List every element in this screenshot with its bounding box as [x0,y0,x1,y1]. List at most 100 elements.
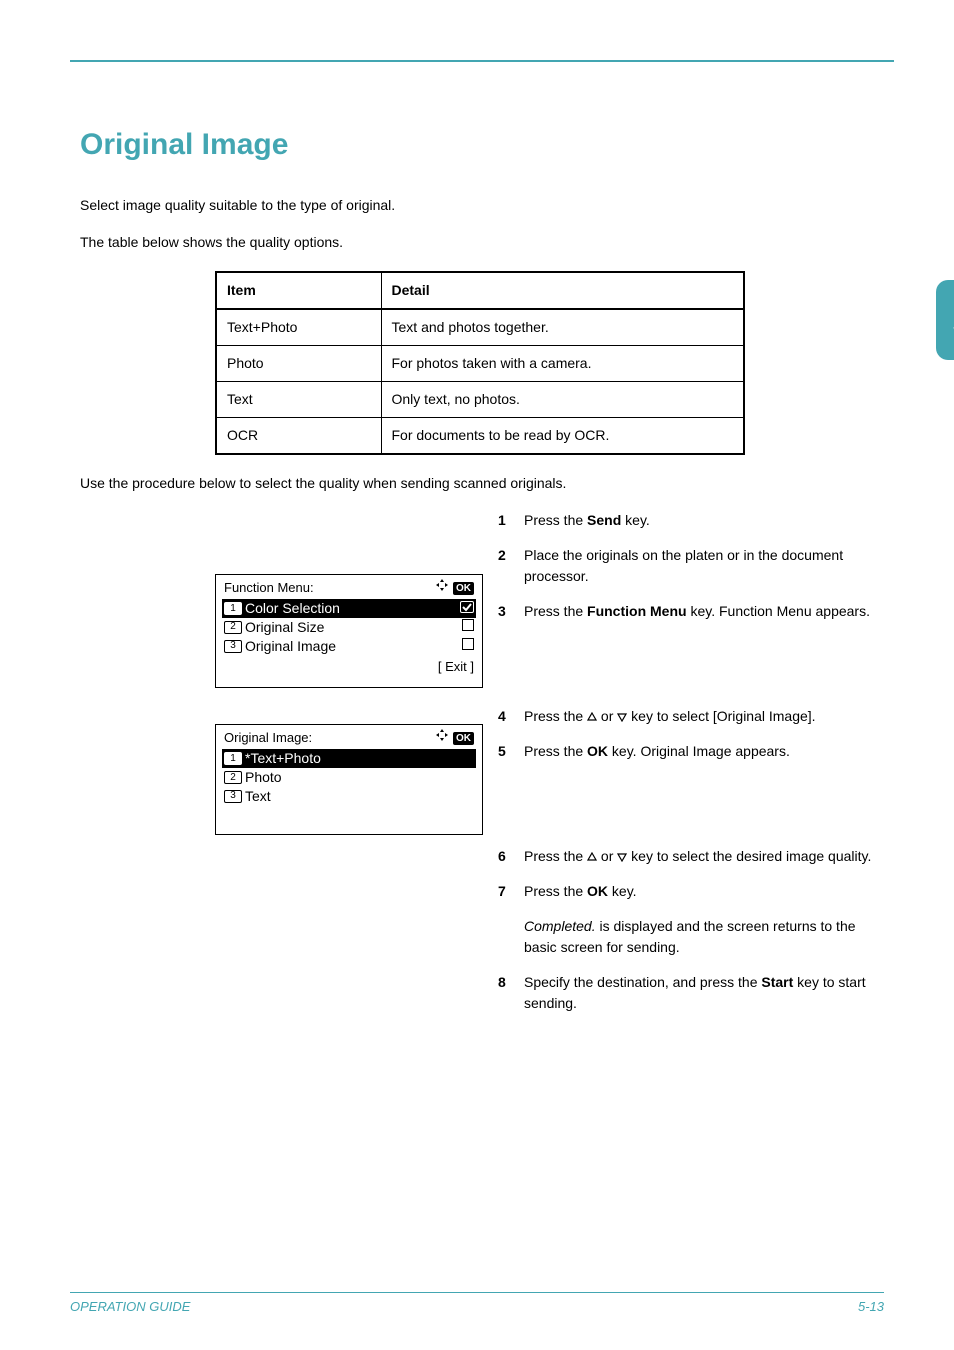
lcd-row: 3Original Image [224,637,474,656]
ok-icon: OK [453,582,474,596]
step-text-run: Specify the destination, and press the [524,974,761,990]
lcd-row-label: *Text+Photo [245,749,474,768]
step-text: Press the OK key. [524,881,884,902]
steps-column: 1Press the Send key.2Place the originals… [498,510,884,1014]
table-row: PhotoFor photos taken with a camera. [216,346,744,382]
step-number: 7 [498,881,524,902]
step-number: 4 [498,706,524,727]
lcd-row-label: Photo [245,768,474,787]
triangle-up-icon [587,708,597,724]
step-text-run: or [597,708,617,724]
table-row: OCRFor documents to be read by OCR. [216,418,744,455]
step-text-run: Function Menu [587,603,687,619]
lcd-title: Original Image: [224,729,312,747]
step-text-run: Place the originals on the platen or in … [524,547,843,584]
step-text: Press the OK key. Original Image appears… [524,741,884,762]
step-text-run: OK [587,883,608,899]
lcd-exit-label: [ Exit ] [224,658,474,676]
table-cell: OCR [216,418,381,455]
step-spacer [498,776,884,846]
step-number: 3 [498,601,524,622]
lcd-panel-originalimage: Original Image: OK1*Text+Photo2Photo3Tex… [215,724,483,835]
triangle-up-icon [587,848,597,864]
triangle-down-icon [617,708,627,724]
step-number: 8 [498,972,524,1014]
table-header-row: Item Detail [216,272,744,309]
lcd-panel-functionmenu: Function Menu: OK1Color Selection2Origin… [215,574,483,688]
quality-table: Item Detail Text+PhotoText and photos to… [215,271,745,455]
table-header: Item [216,272,381,309]
table-row: TextOnly text, no photos. [216,382,744,418]
lcd-row: 2Original Size [224,618,474,637]
step-text-run: Send [587,512,621,528]
lcd-row-label: Color Selection [245,599,460,618]
step-text-run: Press the [524,848,587,864]
procedure-step: 8Specify the destination, and press the … [498,972,884,1014]
lcd-column: Function Menu: OK1Color Selection2Origin… [215,574,485,871]
nav-arrows-icon [435,578,449,592]
step-text-run: key. [621,512,650,528]
step-text-run: key to select the desired image quality. [627,848,871,864]
after-table-text: Use the procedure below to select the qu… [80,473,884,494]
step-number: 2 [498,545,524,587]
table-cell: Text and photos together. [381,309,744,346]
step-number: 6 [498,846,524,867]
step-text-run: Completed. [524,918,596,934]
step-text-run: Press the [524,512,587,528]
procedure-step: 2Place the originals on the platen or in… [498,545,884,587]
intro-2: The table below shows the quality option… [80,232,884,253]
page-footer: OPERATION GUIDE 5-13 [70,1292,884,1317]
table-cell: For documents to be read by OCR. [381,418,744,455]
step-text: Place the originals on the platen or in … [524,545,884,587]
page-title: Original Image [80,122,884,167]
top-rule [70,60,894,62]
lcd-row-number: 3 [224,640,242,653]
chapter-thumb: 5 [936,280,954,360]
step-text-run: Press the [524,883,587,899]
step-number: 5 [498,741,524,762]
procedure-step: 5Press the OK key. Original Image appear… [498,741,884,762]
step-text: Press the or key to select the desired i… [524,846,884,867]
step-text: Completed. is displayed and the screen r… [524,916,884,958]
table-cell: For photos taken with a camera. [381,346,744,382]
lcd-row: 1*Text+Photo [222,749,476,768]
lcd-row-label: Original Image [245,637,462,656]
lcd-title: Function Menu: [224,579,314,597]
unchecked-box-icon [462,638,474,650]
step-spacer [498,636,884,706]
step-text-run: key. [608,883,637,899]
unchecked-box-icon [462,619,474,631]
ok-icon: OK [453,732,474,746]
lcd-row: 3Text [224,787,474,806]
step-text-run: key to select [Original Image]. [627,708,815,724]
step-number: 1 [498,510,524,531]
lcd-row-number: 2 [224,771,242,784]
table-cell: Photo [216,346,381,382]
intro-1: Select image quality suitable to the typ… [80,195,884,216]
step-text-run: OK [587,743,608,759]
procedure-step: 6Press the or key to select the desired … [498,846,884,867]
lcd-row: 1Color Selection [222,599,476,618]
procedure-step: 1Press the Send key. [498,510,884,531]
step-text: Press the Function Menu key. Function Me… [524,601,884,622]
step-text-run: Start [761,974,793,990]
step-text-run: key. Original Image appears. [608,743,790,759]
checked-box-icon [460,601,474,613]
step-text-run: Press the [524,708,587,724]
table-cell: Text [216,382,381,418]
step-number [498,916,524,958]
table-cell: Text+Photo [216,309,381,346]
table-row: Text+PhotoText and photos together. [216,309,744,346]
procedure-step: 7Press the OK key. [498,881,884,902]
lcd-row-label: Original Size [245,618,462,637]
step-text-run: Press the [524,603,587,619]
triangle-down-icon [617,848,627,864]
step-text-run: key. Function Menu appears. [687,603,870,619]
step-text: Specify the destination, and press the S… [524,972,884,1014]
lcd-row: 2Photo [224,768,474,787]
lcd-row-number: 2 [224,621,242,634]
lcd-row-number: 1 [224,752,242,765]
lcd-row-number: 3 [224,790,242,803]
step-text: Press the Send key. [524,510,884,531]
procedure-step: 3Press the Function Menu key. Function M… [498,601,884,622]
